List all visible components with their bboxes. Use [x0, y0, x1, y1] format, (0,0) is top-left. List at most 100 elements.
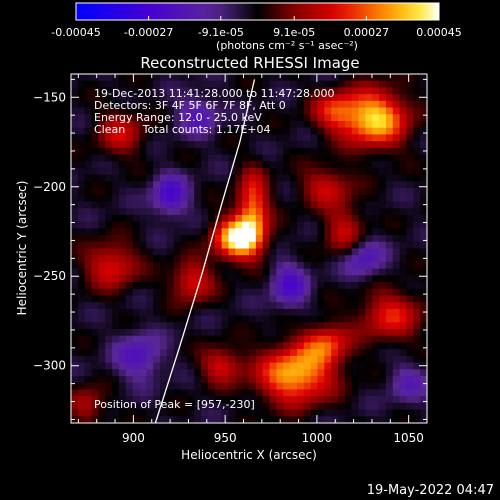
intensity-cell [71, 181, 79, 189]
intensity-cell [71, 127, 79, 136]
intensity-cell [413, 275, 421, 283]
intensity-cell [379, 402, 387, 411]
intensity-cell [242, 315, 250, 323]
intensity-cell [146, 154, 154, 162]
intensity-cell [420, 261, 427, 270]
intensity-cell [71, 87, 79, 95]
intensity-cell [139, 221, 147, 229]
intensity-cell [146, 127, 154, 136]
intensity-cell [207, 376, 216, 384]
intensity-cell [77, 382, 86, 391]
intensity-cell [392, 275, 401, 283]
intensity-cell [385, 161, 394, 169]
intensity-cell [255, 335, 264, 344]
intensity-cell [91, 214, 99, 223]
intensity-cell [283, 369, 291, 377]
intensity-cell [180, 335, 188, 344]
intensity-cell [105, 181, 113, 189]
intensity-cell [358, 282, 366, 290]
intensity-cell [118, 261, 127, 270]
intensity-cell [303, 141, 312, 149]
intensity-cell [125, 255, 134, 263]
intensity-cell [406, 335, 414, 344]
intensity-cell [385, 241, 394, 250]
intensity-cell [406, 161, 414, 169]
intensity-cell [125, 275, 134, 283]
intensity-cell [235, 382, 243, 391]
intensity-cell [358, 74, 366, 82]
intensity-cell [194, 181, 202, 189]
intensity-cell [249, 141, 257, 149]
intensity-cell [413, 147, 421, 156]
intensity-cell [71, 402, 79, 411]
intensity-cell [146, 181, 154, 189]
intensity-cell [77, 201, 86, 209]
intensity-cell [399, 322, 408, 330]
intensity-cell [303, 147, 312, 156]
intensity-cell [406, 255, 414, 263]
intensity-cell [105, 235, 113, 243]
intensity-cell [207, 402, 216, 411]
intensity-cell [303, 120, 312, 129]
intensity-cell [406, 362, 414, 370]
intensity-cell [77, 342, 86, 350]
intensity-cell [187, 335, 195, 344]
intensity-cell [166, 349, 175, 357]
intensity-cell [105, 174, 113, 182]
intensity-cell [242, 181, 250, 189]
intensity-cell [221, 134, 230, 142]
intensity-cell [166, 120, 175, 129]
intensity-cell [296, 342, 305, 350]
intensity-cell [249, 362, 257, 370]
intensity-cell [98, 188, 106, 196]
intensity-cell [379, 228, 387, 236]
intensity-cell [84, 369, 93, 377]
intensity-cell [351, 74, 360, 82]
intensity-cell [194, 87, 202, 95]
intensity-cell [310, 100, 319, 109]
intensity-cell [153, 188, 161, 196]
intensity-cell [228, 382, 236, 391]
intensity-cell [105, 268, 113, 276]
intensity-cell [290, 329, 298, 337]
intensity-cell [201, 87, 209, 95]
intensity-cell [166, 214, 175, 223]
intensity-cell [125, 389, 134, 397]
intensity-cell [296, 221, 305, 229]
intensity-cell [214, 355, 223, 364]
intensity-cell [228, 235, 236, 243]
intensity-cell [180, 255, 188, 263]
intensity-cell [351, 114, 360, 122]
intensity-cell [160, 308, 168, 317]
intensity-cell [399, 221, 408, 229]
intensity-cell [146, 382, 154, 391]
intensity-cell [406, 315, 414, 323]
intensity-cell [249, 214, 257, 223]
y-axis-label: Heliocentric Y (arcsec) [15, 181, 29, 316]
intensity-cell [139, 114, 147, 122]
intensity-cell [242, 201, 250, 209]
intensity-cell [249, 409, 257, 417]
intensity-cell [283, 235, 291, 243]
intensity-cell [255, 396, 264, 404]
intensity-cell [290, 214, 298, 223]
intensity-cell [249, 161, 257, 169]
intensity-cell [269, 87, 277, 95]
intensity-cell [317, 235, 325, 243]
intensity-cell [105, 208, 113, 216]
intensity-cell [338, 342, 346, 350]
intensity-cell [399, 329, 408, 337]
intensity-cell [84, 355, 93, 364]
intensity-cell [283, 308, 291, 317]
intensity-cell [98, 409, 106, 417]
intensity-cell [235, 100, 243, 109]
intensity-cell [235, 134, 243, 142]
intensity-cell [392, 335, 401, 344]
intensity-cell [207, 80, 216, 89]
intensity-cell [392, 349, 401, 357]
intensity-cell [420, 167, 427, 176]
intensity-cell [324, 127, 332, 136]
intensity-cell [379, 355, 387, 364]
intensity-cell [91, 322, 99, 330]
intensity-cell [214, 248, 223, 256]
